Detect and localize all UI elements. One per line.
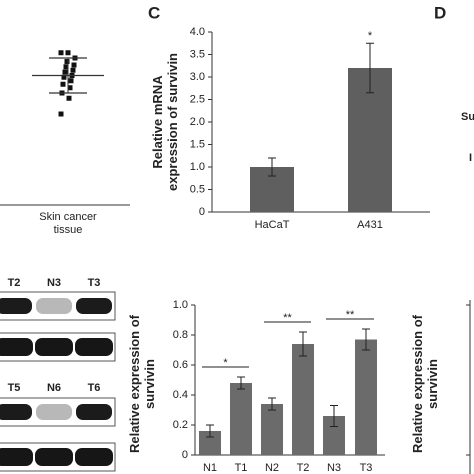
point [67, 85, 73, 91]
x-tick-label: N2 [265, 462, 279, 474]
bar [199, 431, 221, 455]
y-label: Relative expression of survivin [127, 315, 157, 453]
point [63, 64, 69, 70]
significance: ** [346, 309, 355, 321]
lane-label: T5 [8, 382, 21, 394]
blot-band [36, 404, 72, 420]
lane-label: T2 [8, 277, 21, 289]
blot-band [75, 448, 113, 466]
point [66, 95, 72, 101]
x-tick-label: N1 [203, 462, 217, 474]
cut-text: Su [461, 111, 474, 123]
x-tick-label: T2 [297, 462, 310, 474]
x-tick-label: T3 [360, 462, 373, 474]
lane-label: T3 [88, 277, 101, 289]
point [61, 74, 67, 80]
point [58, 50, 64, 56]
y-tick-label: 0.5 [190, 183, 205, 195]
blot-frame [0, 291, 116, 321]
blot-band [75, 338, 113, 356]
x-label: Skin cancer tissue [39, 211, 97, 236]
point [70, 67, 76, 73]
significance: ** [283, 312, 292, 324]
blot-frame [0, 397, 116, 427]
panel-label: C [148, 3, 160, 22]
y-tick-label: 0 [182, 449, 188, 461]
panel-label: D [434, 3, 446, 22]
x-tick-label: N3 [327, 462, 341, 474]
point [71, 62, 77, 68]
bar [230, 383, 252, 455]
point [64, 59, 70, 64]
y-tick-label: 3.0 [190, 71, 205, 83]
y-tick-label: 0 [199, 206, 205, 218]
y-tick-label: 4.0 [190, 26, 205, 38]
blot-band [35, 338, 73, 356]
bar [261, 404, 283, 455]
y-tick-label: 3.5 [190, 48, 205, 60]
blot-band [0, 298, 32, 314]
blot-band [35, 448, 73, 466]
blot-band [0, 338, 33, 356]
blot-band [76, 404, 112, 420]
point [68, 78, 74, 84]
y-tick-label: 1.5 [190, 138, 205, 150]
point [62, 69, 68, 75]
significance: * [368, 30, 373, 42]
y-label: Relative mRNA expression of survivin [150, 53, 180, 191]
y-tick-label: 1.0 [173, 299, 188, 311]
point [65, 50, 71, 56]
y-tick-label: 0.8 [173, 329, 188, 341]
point [60, 81, 66, 87]
significance: * [223, 357, 228, 369]
lane-label: N3 [47, 277, 61, 289]
x-tick-label: HaCaT [255, 219, 290, 231]
y-tick-label: 1.0 [190, 161, 205, 173]
blot-band [36, 298, 72, 314]
cut-text: I [469, 152, 472, 164]
lane-label: T6 [88, 382, 101, 394]
blot-band [0, 448, 33, 466]
y-label: Relative expression of survivin [410, 315, 440, 453]
blot-band [76, 298, 112, 314]
y-tick-label: 0.6 [173, 359, 188, 371]
blot-band [0, 404, 32, 420]
bar [355, 339, 377, 455]
x-tick-label: T1 [235, 462, 248, 474]
y-tick-label: 0.4 [173, 389, 188, 401]
point [58, 111, 64, 117]
lane-label: N6 [47, 382, 61, 394]
blot-frame [0, 332, 116, 362]
blot-frame [0, 442, 116, 472]
x-tick-label: A431 [357, 219, 383, 231]
y-tick-label: 0.2 [173, 419, 188, 431]
y-tick-label: 2.5 [190, 93, 205, 105]
y-tick-label: 2.0 [190, 116, 205, 128]
bar [292, 344, 314, 455]
bar [323, 416, 345, 455]
